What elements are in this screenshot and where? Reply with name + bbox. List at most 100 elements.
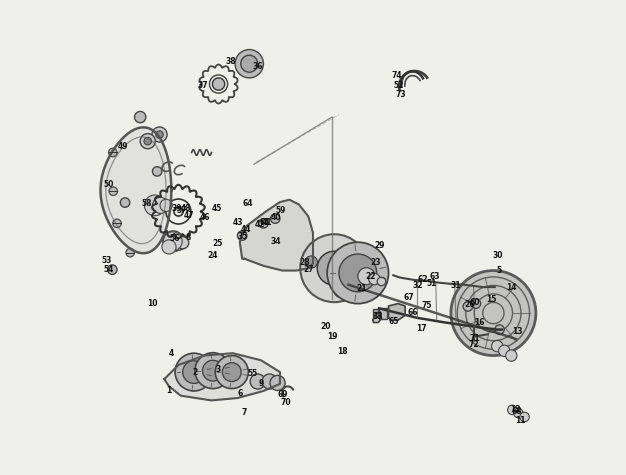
Polygon shape — [240, 200, 313, 271]
Text: 40: 40 — [271, 213, 282, 222]
Text: 42: 42 — [254, 220, 265, 229]
Text: 9: 9 — [259, 380, 264, 389]
Circle shape — [451, 271, 536, 356]
Text: 14: 14 — [506, 283, 516, 292]
Text: 27: 27 — [303, 265, 314, 274]
Text: 69: 69 — [278, 390, 289, 399]
Polygon shape — [373, 312, 381, 323]
Circle shape — [153, 167, 162, 176]
Circle shape — [508, 405, 517, 415]
Circle shape — [514, 408, 523, 418]
Text: 37: 37 — [198, 81, 208, 90]
Text: 23: 23 — [370, 257, 381, 266]
Circle shape — [317, 251, 351, 285]
Circle shape — [471, 299, 481, 308]
Circle shape — [327, 242, 389, 304]
Circle shape — [259, 218, 268, 228]
Circle shape — [170, 234, 187, 250]
Text: 50: 50 — [103, 180, 114, 189]
Text: 19: 19 — [327, 332, 338, 341]
Circle shape — [330, 264, 338, 272]
Circle shape — [163, 231, 183, 252]
Text: 6: 6 — [237, 389, 242, 398]
Text: 32: 32 — [413, 281, 423, 290]
Text: 68: 68 — [511, 407, 522, 416]
Circle shape — [183, 361, 205, 383]
Text: 67: 67 — [403, 294, 414, 303]
Circle shape — [491, 341, 503, 352]
Circle shape — [358, 268, 375, 285]
Text: 28: 28 — [299, 257, 310, 266]
Text: 3: 3 — [216, 365, 221, 374]
Circle shape — [126, 248, 135, 257]
Circle shape — [463, 302, 473, 311]
Text: 70: 70 — [280, 398, 291, 407]
Text: 26: 26 — [464, 300, 475, 309]
Text: 51: 51 — [427, 279, 437, 288]
Text: 53: 53 — [101, 256, 111, 265]
Circle shape — [144, 137, 151, 145]
Text: 75: 75 — [421, 301, 431, 310]
Text: 7: 7 — [242, 408, 247, 417]
Text: 57: 57 — [177, 206, 187, 215]
Text: 55: 55 — [247, 369, 258, 378]
Text: 5: 5 — [497, 266, 502, 275]
Text: 34: 34 — [271, 237, 282, 246]
Text: 4: 4 — [169, 349, 174, 358]
Circle shape — [270, 375, 285, 390]
Text: 43: 43 — [233, 218, 244, 227]
Circle shape — [300, 234, 368, 302]
Circle shape — [109, 187, 118, 196]
Circle shape — [202, 360, 223, 381]
Text: 11: 11 — [516, 416, 526, 425]
Text: 25: 25 — [212, 238, 222, 247]
Text: 44: 44 — [240, 225, 251, 234]
Circle shape — [270, 214, 280, 223]
Text: 54: 54 — [103, 265, 114, 274]
Text: 74: 74 — [391, 72, 402, 80]
Circle shape — [222, 362, 241, 381]
Circle shape — [241, 55, 258, 72]
Circle shape — [215, 356, 249, 389]
Circle shape — [153, 197, 168, 213]
Circle shape — [120, 198, 130, 207]
Text: 47: 47 — [183, 211, 194, 220]
Circle shape — [237, 231, 247, 240]
Text: 63: 63 — [429, 272, 439, 281]
Circle shape — [195, 353, 231, 389]
Circle shape — [152, 127, 167, 142]
Circle shape — [163, 232, 182, 251]
Circle shape — [108, 148, 117, 157]
Text: 45: 45 — [212, 204, 222, 213]
Text: 20: 20 — [321, 322, 331, 331]
Text: 49: 49 — [118, 142, 128, 152]
Text: 58: 58 — [141, 199, 151, 208]
Circle shape — [108, 265, 117, 275]
Circle shape — [339, 254, 377, 292]
Polygon shape — [101, 127, 172, 253]
Text: 64: 64 — [243, 199, 253, 208]
Circle shape — [140, 133, 155, 149]
Polygon shape — [164, 353, 280, 400]
Text: 31: 31 — [450, 281, 461, 290]
Text: 61: 61 — [259, 218, 270, 227]
Circle shape — [113, 219, 121, 228]
Text: 41: 41 — [262, 218, 272, 227]
Text: 48: 48 — [181, 204, 192, 213]
Polygon shape — [389, 304, 405, 320]
Text: 1: 1 — [167, 387, 172, 396]
Text: 46: 46 — [200, 213, 210, 222]
Circle shape — [250, 374, 265, 389]
Text: 29: 29 — [375, 241, 386, 250]
Circle shape — [305, 256, 317, 268]
Text: 36: 36 — [252, 62, 262, 71]
Text: 33: 33 — [372, 313, 383, 321]
Text: 15: 15 — [486, 295, 496, 304]
Text: 66: 66 — [408, 308, 418, 317]
FancyBboxPatch shape — [374, 309, 378, 317]
Circle shape — [369, 274, 380, 285]
Circle shape — [235, 49, 264, 78]
Circle shape — [520, 412, 529, 422]
Text: 10: 10 — [147, 299, 158, 308]
Text: 8: 8 — [185, 233, 190, 242]
